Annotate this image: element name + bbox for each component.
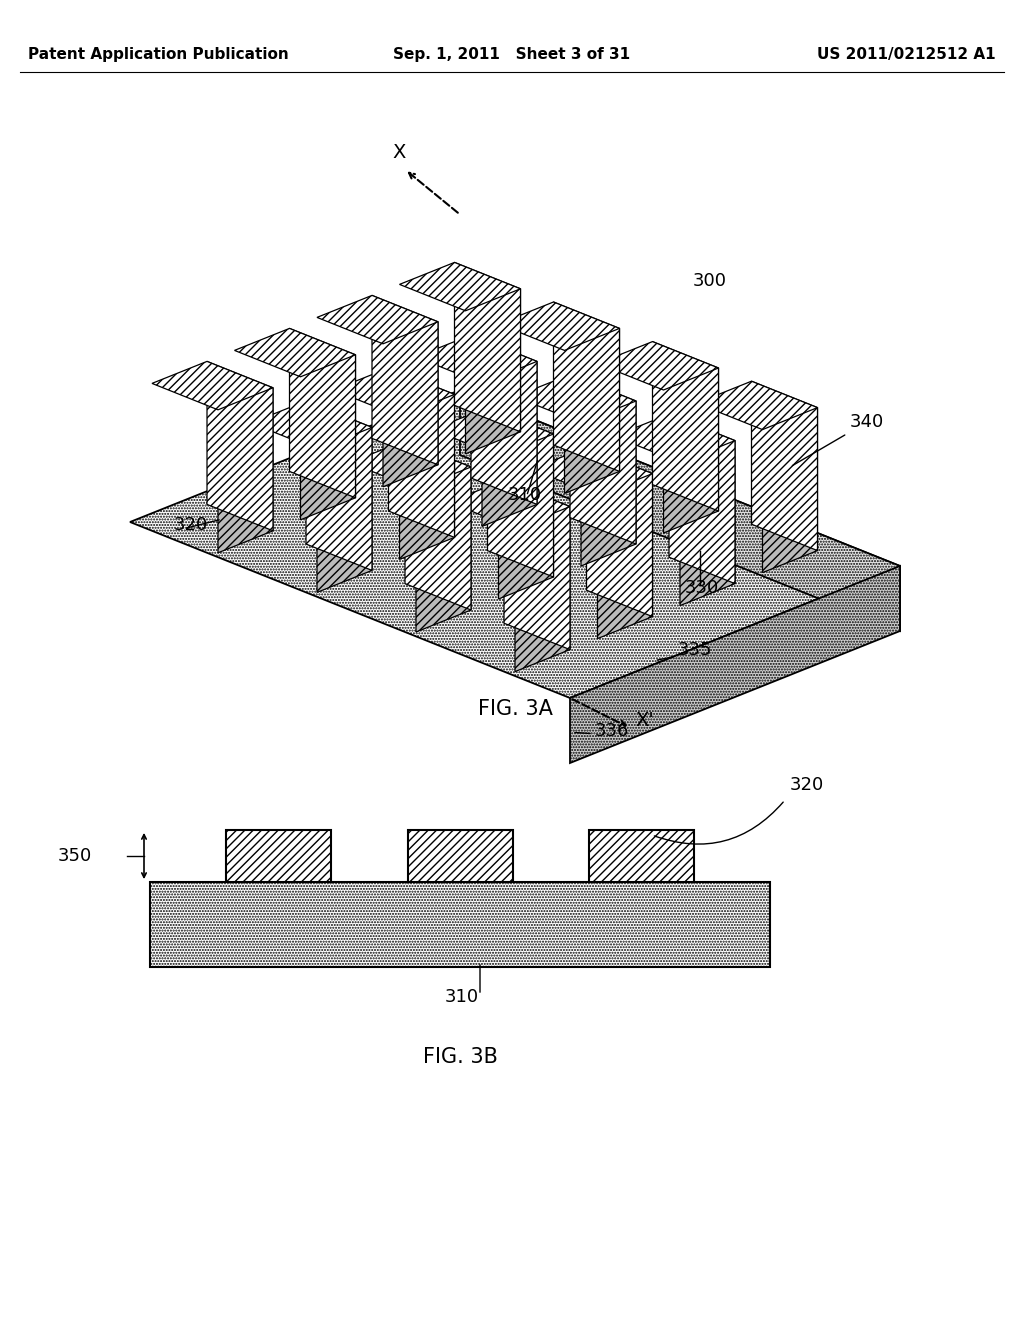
Text: X': X' [635, 711, 653, 730]
Polygon shape [317, 428, 372, 593]
Polygon shape [455, 263, 520, 432]
Bar [226, 830, 331, 882]
Text: Patent Application Publication: Patent Application Publication [28, 48, 289, 62]
Polygon shape [207, 362, 273, 531]
Polygon shape [570, 566, 900, 763]
Polygon shape [432, 408, 554, 455]
Polygon shape [696, 381, 817, 429]
Polygon shape [251, 401, 372, 449]
Polygon shape [499, 434, 554, 599]
FancyArrowPatch shape [654, 803, 783, 843]
Polygon shape [554, 302, 620, 471]
Polygon shape [515, 507, 570, 672]
Text: 310: 310 [508, 487, 542, 504]
Polygon shape [669, 414, 735, 583]
Text: 310: 310 [445, 987, 479, 1006]
Polygon shape [763, 408, 817, 573]
Polygon shape [570, 375, 636, 544]
Polygon shape [515, 375, 636, 422]
Polygon shape [466, 289, 520, 454]
Polygon shape [581, 401, 636, 566]
Text: FIG. 3A: FIG. 3A [477, 700, 552, 719]
Polygon shape [290, 329, 355, 498]
Polygon shape [587, 447, 652, 616]
Polygon shape [487, 408, 554, 577]
Bar [408, 830, 512, 882]
Text: 336: 336 [595, 722, 630, 739]
Polygon shape [234, 329, 355, 376]
Polygon shape [388, 368, 455, 537]
Polygon shape [752, 381, 817, 550]
Text: 300: 300 [693, 272, 727, 289]
Polygon shape [416, 335, 537, 383]
Text: Sep. 1, 2011   Sheet 3 of 31: Sep. 1, 2011 Sheet 3 of 31 [393, 48, 631, 62]
Polygon shape [449, 480, 570, 528]
Polygon shape [482, 362, 537, 527]
Text: 330: 330 [685, 579, 719, 597]
Polygon shape [531, 447, 652, 495]
Text: US 2011/0212512 A1: US 2011/0212512 A1 [817, 48, 996, 62]
Polygon shape [317, 296, 438, 343]
Bar [150, 882, 770, 968]
Polygon shape [652, 342, 719, 511]
Polygon shape [383, 322, 438, 487]
Polygon shape [350, 441, 471, 488]
Polygon shape [406, 441, 471, 610]
Polygon shape [614, 414, 735, 462]
Polygon shape [152, 362, 273, 409]
Text: 340: 340 [793, 413, 885, 466]
Polygon shape [504, 480, 570, 649]
Polygon shape [680, 441, 735, 606]
Text: 320: 320 [174, 516, 208, 533]
Polygon shape [399, 263, 520, 310]
Text: X: X [392, 144, 406, 162]
Polygon shape [460, 389, 900, 631]
Polygon shape [416, 467, 471, 632]
Polygon shape [218, 388, 273, 553]
Polygon shape [334, 368, 455, 416]
Text: FIG. 3B: FIG. 3B [423, 1047, 498, 1067]
Text: 320: 320 [790, 776, 824, 795]
Text: 350: 350 [57, 847, 92, 865]
Polygon shape [130, 389, 900, 698]
Polygon shape [664, 368, 719, 533]
Polygon shape [399, 395, 455, 560]
Text: 335: 335 [678, 642, 712, 659]
Bar [589, 830, 693, 882]
Polygon shape [597, 342, 719, 389]
Polygon shape [471, 335, 537, 504]
Polygon shape [300, 355, 355, 520]
Polygon shape [372, 296, 438, 465]
Polygon shape [306, 401, 372, 570]
Polygon shape [564, 329, 620, 494]
Polygon shape [499, 302, 620, 350]
Polygon shape [597, 474, 652, 639]
